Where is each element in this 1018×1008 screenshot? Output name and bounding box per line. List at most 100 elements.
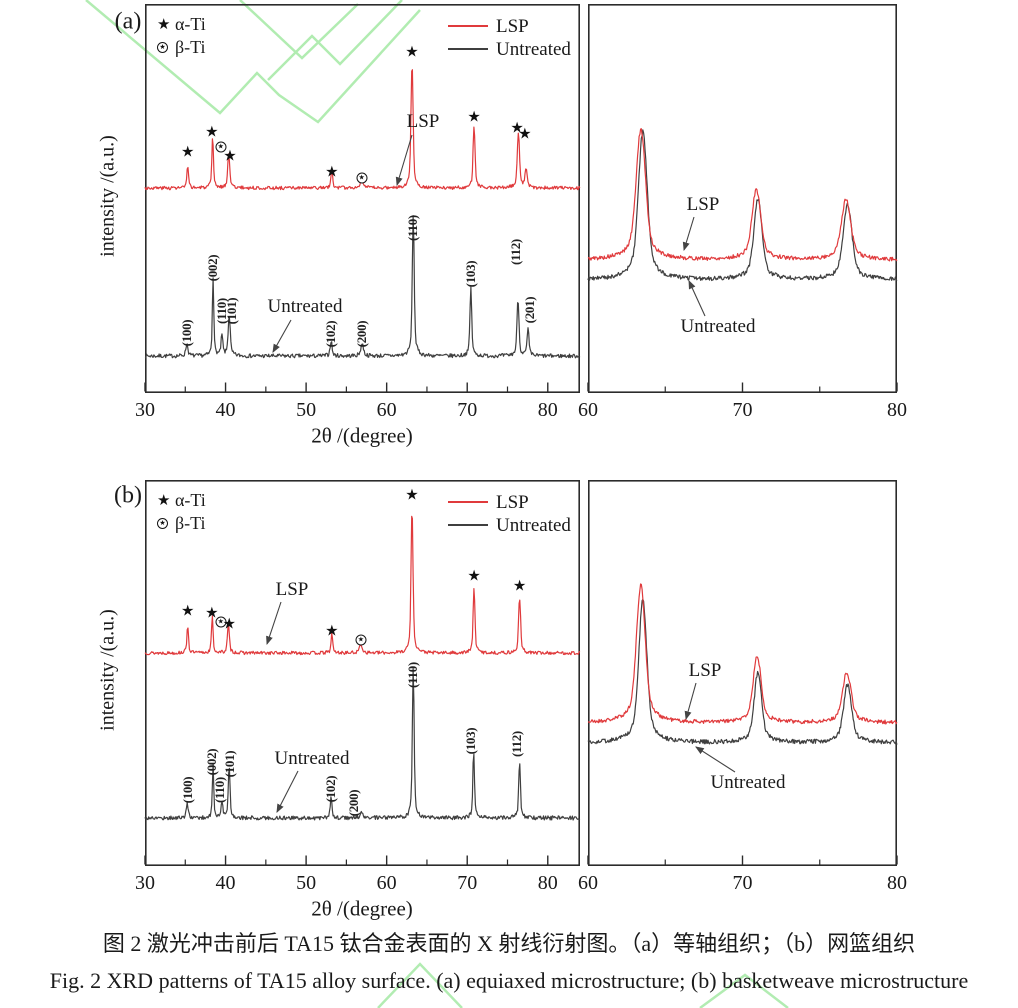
x-tick-label: 30	[135, 399, 155, 421]
beta-ti-marker-icon: ★	[356, 172, 368, 184]
plot-b-main: LSP Untreated (100) (002) (110) (101) (102) (20…	[144, 480, 581, 866]
hkl-label: (200)	[346, 789, 362, 817]
legend-label: LSP	[496, 15, 529, 37]
hkl-label: (110)	[405, 215, 421, 241]
beta-ti-marker-star: ★	[217, 142, 224, 151]
curve-lsp-b-zoom	[587, 583, 898, 725]
plot-a-main: LSP Untreated (100) (002) (110) (101) (102) (20…	[144, 4, 581, 393]
chart-canvas-b-zoom	[587, 480, 898, 866]
alpha-ti-marker-icon: ★	[405, 42, 419, 61]
hkl-label: (002)	[204, 254, 220, 282]
circled-star-icon: ★	[157, 41, 175, 53]
caption-english: Fig. 2 XRD patterns of TA15 alloy surfac…	[49, 968, 969, 993]
beta-star-glyph: ★	[159, 518, 166, 527]
chart-canvas-b-main	[144, 480, 581, 866]
beta-ti-marker-icon: ★	[215, 141, 227, 153]
x-tick-label: 80	[537, 399, 558, 421]
panel-a-label: (a)	[114, 8, 142, 35]
legend-item-lsp: LSP	[448, 491, 529, 513]
annotation-untreated: Untreated	[267, 296, 343, 317]
alpha-ti-marker-icon: ★	[223, 146, 237, 165]
alpha-ti-marker-icon: ★	[512, 576, 527, 595]
hkl-label: (101)	[223, 297, 239, 325]
x-tick-label: 80	[887, 399, 907, 421]
alpha-star-glyph: ★	[157, 14, 171, 33]
x-tick-label: 80	[537, 872, 558, 894]
annotation-lsp: LSP	[686, 194, 720, 215]
hkl-label: (100)	[179, 776, 195, 804]
x-tick-label: 40	[215, 399, 236, 421]
legend-label: Untreated	[496, 38, 571, 60]
alpha-ti-marker-icon: ★	[325, 162, 339, 181]
x-tick-label: 70	[732, 872, 753, 894]
symbol-legend-label: α-Ti	[175, 14, 206, 34]
legend-item-lsp: LSP	[448, 15, 529, 37]
legend-line-untreated	[448, 48, 488, 50]
y-axis-label-b: intensity /(a.u.)	[96, 609, 119, 731]
beta-ti-marker-icon: ★	[355, 634, 367, 646]
alpha-ti-marker-icon: ★	[510, 118, 524, 137]
x-tick-label: 50	[296, 399, 317, 421]
hkl-label: (002)	[204, 748, 220, 776]
alpha-ti-marker-icon: ★	[467, 107, 481, 126]
symbol-legend-alpha-ti: ★ α-Ti	[157, 13, 206, 35]
beta-ti-marker-star: ★	[217, 617, 224, 626]
legend-line-lsp	[448, 501, 488, 503]
x-tick-label: 70	[457, 872, 478, 894]
x-tick-label: 50	[296, 872, 317, 894]
annotation-lsp: LSP	[406, 111, 440, 132]
alpha-ti-marker-icon: ★	[180, 601, 195, 620]
chart-canvas-a-zoom	[587, 4, 898, 393]
hkl-label: (102)	[323, 320, 339, 348]
hkl-label: (101)	[221, 750, 237, 778]
symbol-legend-alpha-ti: ★ α-Ti	[157, 489, 206, 511]
annotation-untreated: Untreated	[274, 748, 350, 769]
alpha-ti-marker-icon: ★	[205, 122, 219, 141]
hkl-label: (103)	[463, 727, 479, 755]
alpha-ti-marker-icon: ★	[467, 566, 481, 585]
alpha-ti-marker-icon: ★	[518, 124, 532, 143]
x-axis-label-a: 2θ /(degree)	[311, 423, 413, 448]
annotation-lsp: LSP	[275, 579, 309, 600]
hkl-label: (110)	[212, 777, 228, 803]
y-axis-label-a: intensity /(a.u.)	[96, 135, 119, 257]
panel-b-label: (b)	[114, 482, 142, 509]
x-tick-label: 80	[887, 872, 907, 894]
hkl-label: (103)	[462, 260, 478, 288]
legend-line-untreated	[448, 524, 488, 526]
circled-star-icon: ★	[157, 517, 175, 529]
beta-ti-marker-icon: ★	[215, 616, 227, 628]
beta-ti-marker-star: ★	[358, 173, 365, 182]
symbol-legend-beta-ti: ★ β-Ti	[157, 36, 206, 58]
curve-untreated-a-zoom	[587, 129, 898, 282]
hkl-label: (100)	[178, 319, 194, 347]
legend-item-untreated: Untreated	[448, 514, 571, 536]
symbol-legend-label: α-Ti	[175, 490, 206, 510]
star-icon: ★	[157, 492, 175, 508]
x-tick-label: 60	[376, 872, 397, 894]
beta-ti-marker-star: ★	[357, 635, 365, 644]
legend-item-untreated: Untreated	[448, 38, 571, 60]
beta-circled-star-glyph: ★	[157, 41, 168, 53]
legend-label: LSP	[496, 491, 529, 513]
hkl-label: (112)	[508, 239, 524, 265]
hkl-label: (201)	[521, 296, 537, 324]
hkl-label: (112)	[509, 731, 525, 757]
symbol-legend-label: β-Ti	[175, 37, 206, 57]
curve-lsp-b-main	[144, 515, 581, 656]
symbol-legend-label: β-Ti	[175, 513, 206, 533]
plot-a-zoom: LSP Untreated	[587, 4, 898, 393]
annotation-untreated: Untreated	[710, 772, 786, 793]
caption-chinese: 图 2 激光冲击前后 TA15 钛合金表面的 X 射线衍射图。（a）等轴组织；（…	[102, 931, 916, 956]
hkl-label: (102)	[323, 775, 339, 803]
alpha-ti-marker-icon: ★	[325, 621, 339, 640]
x-tick-label: 40	[215, 872, 236, 894]
alpha-ti-marker-icon: ★	[222, 614, 236, 633]
annotation-lsp: LSP	[688, 660, 722, 681]
hkl-label: (200)	[354, 320, 370, 348]
curve-untreated-b-zoom	[587, 598, 898, 745]
legend-line-lsp	[448, 25, 488, 27]
alpha-ti-marker-icon: ★	[205, 603, 219, 622]
alpha-ti-marker-icon: ★	[180, 142, 195, 161]
x-tick-label: 60	[376, 399, 397, 421]
